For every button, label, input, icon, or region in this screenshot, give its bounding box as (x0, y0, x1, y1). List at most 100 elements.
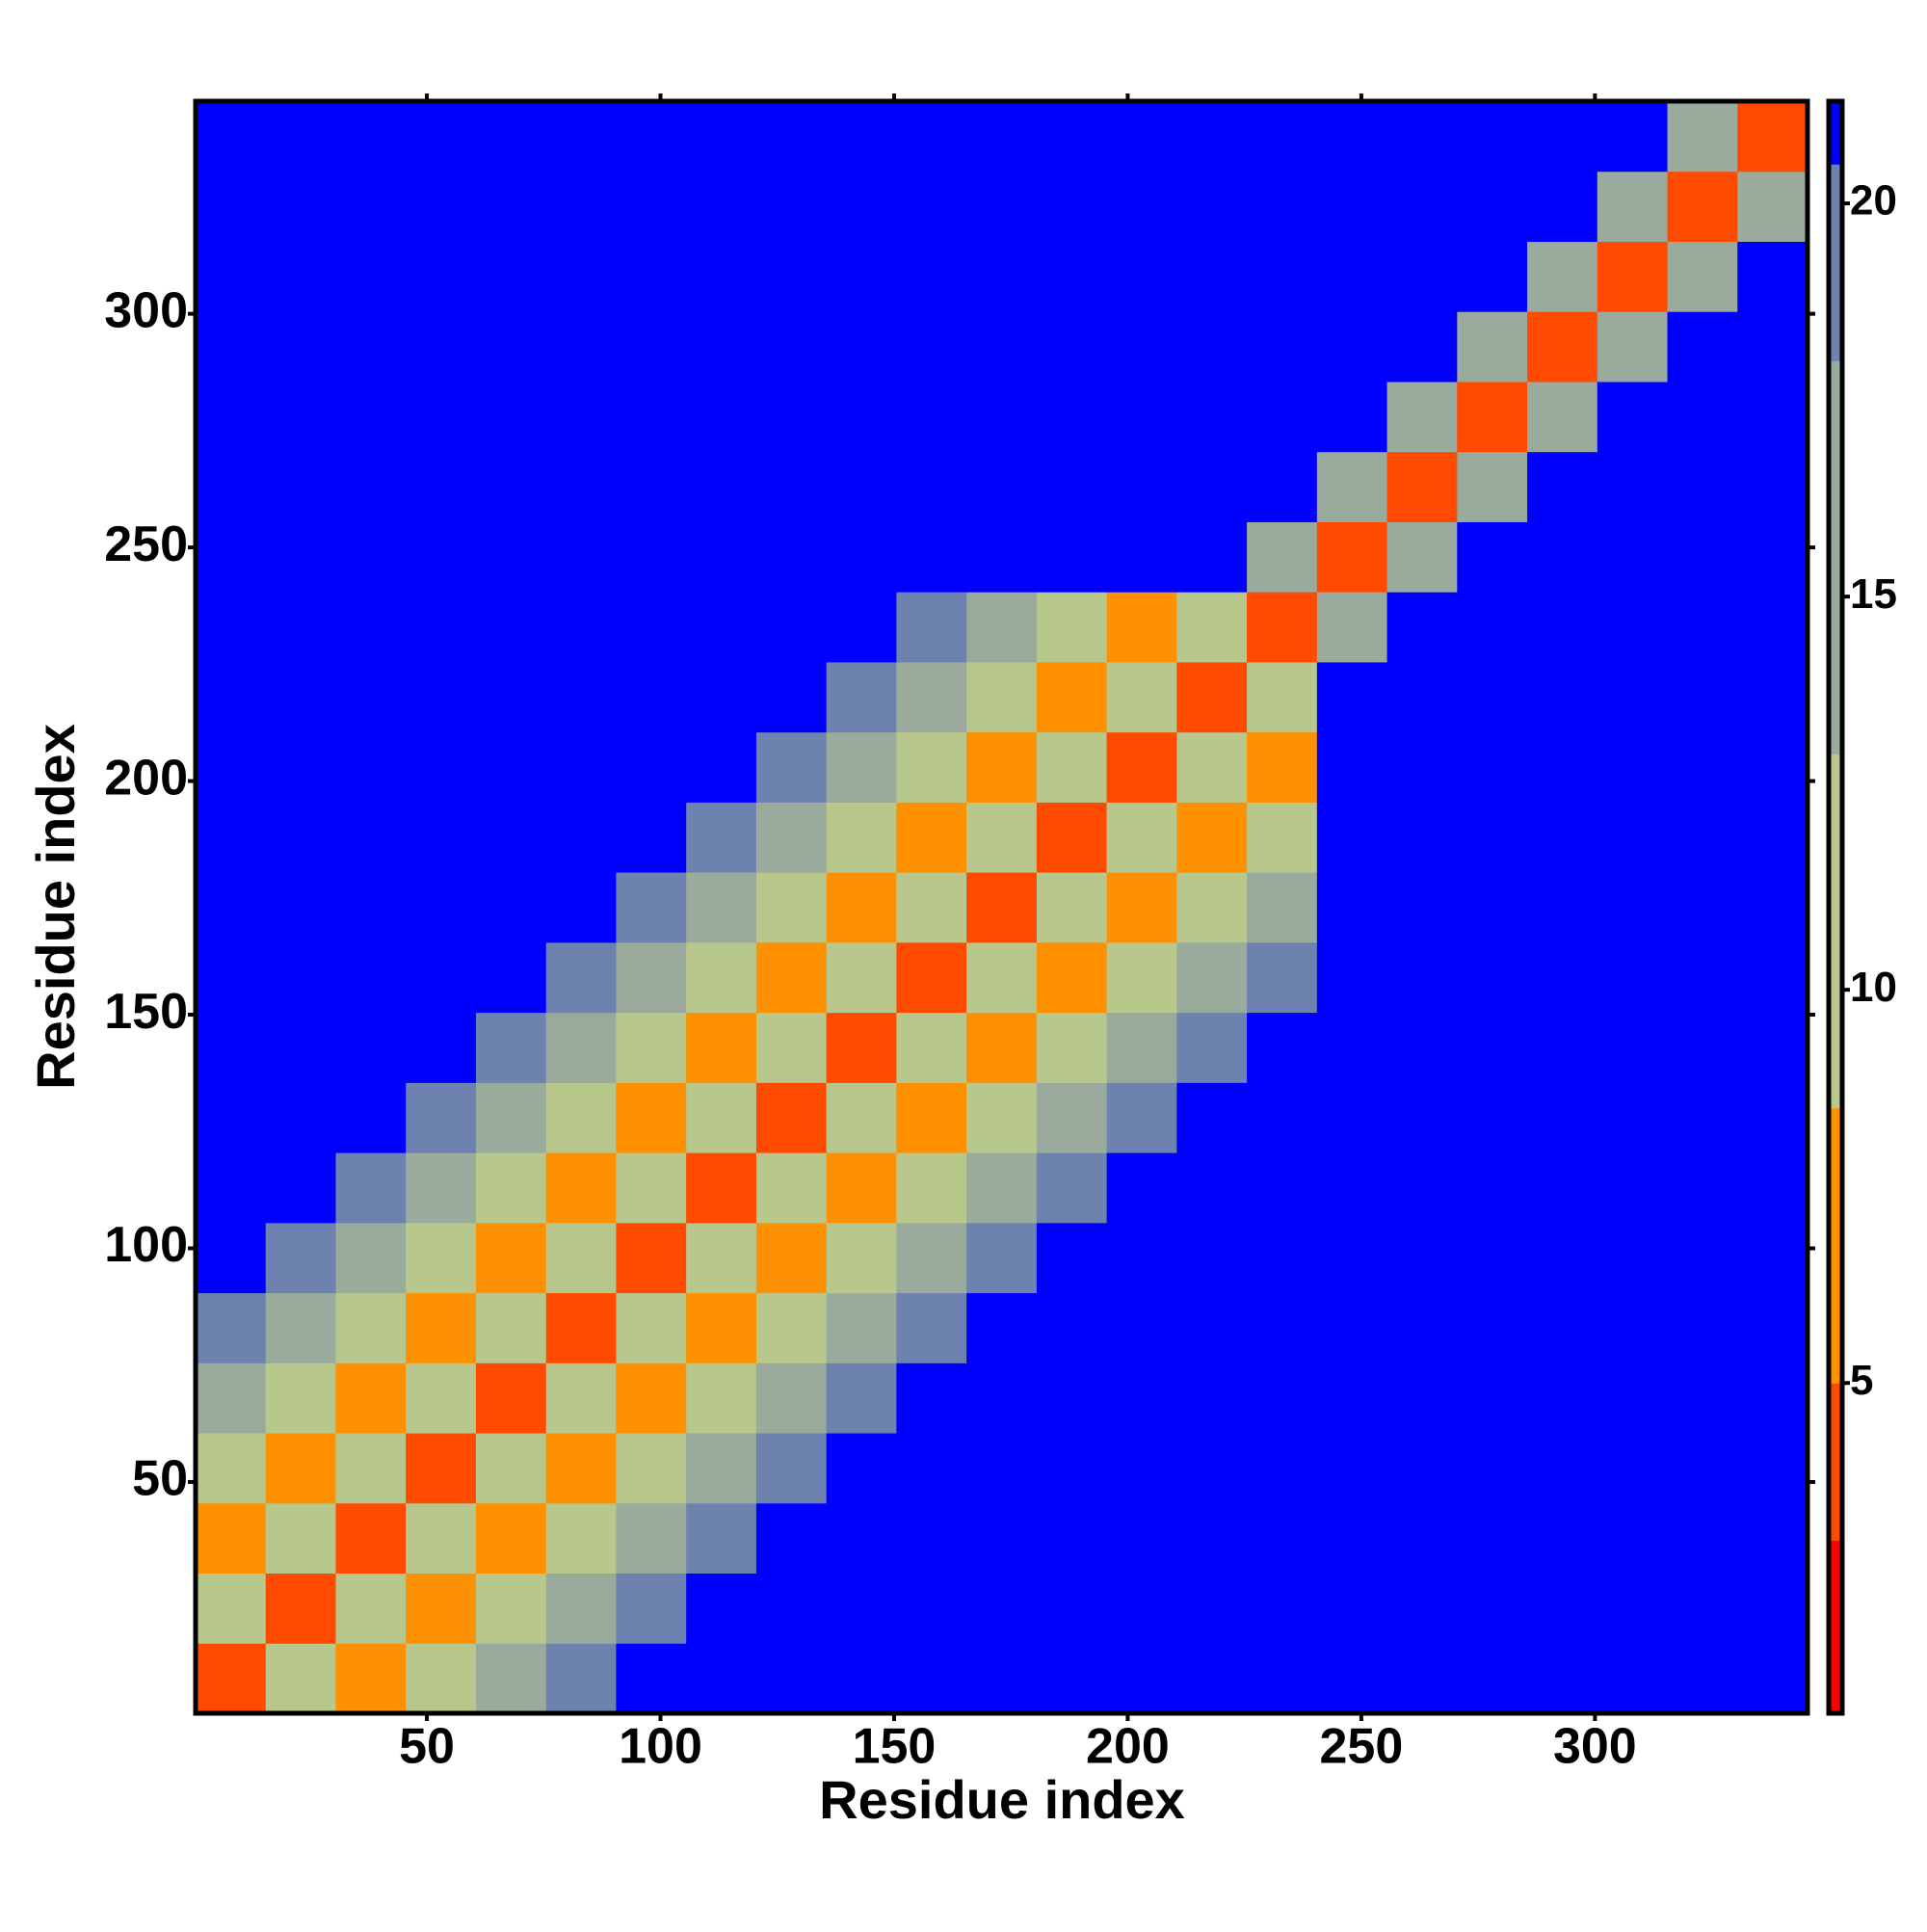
heatmap-cell (966, 1012, 1038, 1083)
heatmap-cell (616, 1433, 687, 1504)
heatmap-cell (826, 1643, 897, 1714)
heatmap-cell (616, 1152, 687, 1224)
heatmap-cell (1036, 1573, 1108, 1644)
heatmap-cell (1176, 941, 1248, 1014)
heatmap-cell (1036, 1502, 1108, 1575)
heatmap-cell (1457, 241, 1528, 312)
heatmap-cell (1247, 802, 1318, 873)
heatmap-cell (1527, 171, 1598, 242)
heatmap-cell (1106, 731, 1177, 803)
heatmap-cell (545, 1292, 617, 1363)
heatmap-cell (1667, 171, 1738, 242)
heatmap-cell (826, 381, 897, 453)
heatmap-cell (406, 1222, 477, 1294)
x-axis-title: Residue index (819, 1769, 1185, 1830)
heatmap-cell (1247, 311, 1318, 383)
heatmap-cell (896, 592, 967, 663)
heatmap-cell (196, 171, 267, 242)
heatmap-cell (1316, 311, 1388, 383)
heatmap-cell (1036, 661, 1108, 733)
heatmap-cell (1597, 941, 1669, 1014)
heatmap-cell (616, 1363, 687, 1434)
heatmap-cell (966, 521, 1038, 593)
heatmap-cell (966, 872, 1038, 943)
heatmap-cell (406, 381, 477, 453)
heatmap-cell (1247, 1573, 1318, 1644)
heatmap-cell (1176, 661, 1248, 733)
heatmap-cell (475, 451, 547, 522)
heatmap-cell (335, 1433, 407, 1504)
colorbar-tick-label: 10 (1850, 964, 1897, 1011)
heatmap-cell (265, 521, 336, 593)
heatmap-cell (265, 1573, 336, 1644)
heatmap-cell (545, 592, 617, 663)
heatmap-cell (686, 1152, 757, 1224)
heatmap-cell (1737, 592, 1808, 663)
heatmap-cell (265, 1643, 336, 1714)
heatmap-cell (545, 1643, 617, 1714)
y-tick-label: 250 (104, 516, 188, 572)
heatmap-cell (545, 241, 617, 312)
heatmap-cell (755, 101, 828, 172)
heatmap-cell (966, 1082, 1038, 1153)
heatmap-cell (1667, 1292, 1738, 1363)
heatmap-cell (1597, 1502, 1669, 1575)
heatmap-cell (1386, 592, 1458, 663)
heatmap-cell (1106, 1363, 1177, 1434)
heatmap-cell (1247, 521, 1318, 593)
heatmap-cell (755, 1433, 828, 1504)
heatmap-cell (1247, 171, 1318, 242)
heatmap-cell (1527, 661, 1598, 733)
heatmap-cell (686, 171, 757, 242)
heatmap-cell (1386, 1012, 1458, 1083)
heatmap-cell (1036, 241, 1108, 312)
heatmap-cell (475, 1643, 547, 1714)
heatmap-cell (1737, 451, 1808, 522)
heatmap-cell (545, 1363, 617, 1434)
heatmap-cell (966, 1573, 1038, 1644)
heatmap-cell (1176, 451, 1248, 522)
heatmap-cell (686, 661, 757, 733)
x-tick-label: 200 (1086, 1719, 1170, 1775)
heatmap-cell (335, 1222, 407, 1294)
heatmap-cell (475, 1082, 547, 1153)
heatmap-cell (896, 802, 967, 873)
heatmap-cell (755, 1012, 828, 1083)
heatmap-cell (545, 521, 617, 593)
heatmap-cell (1457, 101, 1528, 172)
heatmap-cell (1737, 1292, 1808, 1363)
heatmap-cell (1316, 941, 1388, 1014)
heatmap-cell (1036, 381, 1108, 453)
heatmap-cell (1527, 451, 1598, 522)
heatmap-cell (1527, 1433, 1598, 1504)
heatmap-cell (616, 941, 687, 1014)
heatmap-cell (475, 1573, 547, 1644)
heatmap-cell (755, 1502, 828, 1575)
heatmap-cell (755, 872, 828, 943)
heatmap-cell (1386, 802, 1458, 873)
heatmap-cell (335, 311, 407, 383)
heatmap-cell (1106, 101, 1177, 172)
heatmap-cell (1737, 171, 1808, 242)
heatmap-cell (1176, 1573, 1248, 1644)
heatmap-cell (1316, 521, 1388, 593)
heatmap-cell (966, 1222, 1038, 1294)
heatmap-cell (1247, 592, 1318, 663)
heatmap-cell (1667, 872, 1738, 943)
heatmap-cell (1386, 1502, 1458, 1575)
heatmap-cell (1176, 241, 1248, 312)
heatmap-cell (1457, 1152, 1528, 1224)
heatmap-cell (826, 1222, 897, 1294)
heatmap-cell (265, 802, 336, 873)
colorbar-band (1829, 1107, 1842, 1384)
heatmap-cell (755, 1643, 828, 1714)
heatmap-cell (755, 802, 828, 873)
heatmap-cell (686, 1643, 757, 1714)
heatmap-cell (826, 731, 897, 803)
x-tick-label: 50 (399, 1719, 455, 1775)
y-axis-title: Residue index (25, 724, 86, 1090)
heatmap-cell (406, 1292, 477, 1363)
heatmap-cell (616, 311, 687, 383)
heatmap-cell (1176, 802, 1248, 873)
heatmap-cell (1386, 1433, 1458, 1504)
